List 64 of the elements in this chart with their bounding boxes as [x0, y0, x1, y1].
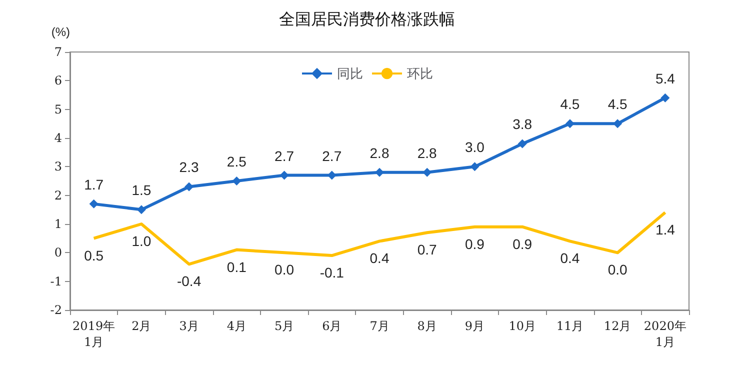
data-label: 4.5 [608, 96, 628, 112]
data-label: 0.9 [512, 236, 532, 252]
point [136, 205, 146, 214]
data-label: 4.5 [560, 96, 580, 112]
y-tick-label: -2 [50, 303, 62, 317]
point [422, 168, 432, 177]
data-label: 3.0 [464, 139, 485, 156]
point [613, 119, 622, 128]
x-tick-label: 2020年 1月 [644, 319, 686, 349]
y-tick-label: 1 [54, 217, 62, 231]
data-label: 2.8 [417, 144, 438, 161]
x-tick-label: 5月 [274, 319, 294, 333]
data-label: 0.4 [370, 250, 390, 266]
data-label: 0.0 [608, 262, 628, 278]
point [660, 93, 670, 102]
data-label: 0.0 [274, 262, 294, 278]
y-tick-label: 5 [54, 102, 62, 116]
data-label: 0.5 [84, 247, 104, 264]
x-tick-label: 3月 [179, 319, 199, 333]
legend-label: 环比 [407, 66, 433, 81]
data-label: 1.0 [132, 233, 152, 249]
y-tick-label: 3 [54, 160, 62, 174]
x-tick-label: 11月 [556, 319, 584, 333]
y-tick-label: 7 [54, 45, 62, 59]
y-tick-label: -1 [50, 274, 62, 288]
point [518, 139, 527, 148]
x-tick-label: 8月 [417, 319, 437, 333]
data-label: 2.8 [370, 144, 390, 161]
point [470, 162, 480, 172]
data-label: 2.5 [226, 154, 247, 170]
y-axis-title: (%) [51, 25, 70, 39]
x-tick-label: 2019年 1月 [72, 319, 116, 349]
data-label: 2.7 [322, 148, 342, 164]
legend-label: 同比 [337, 66, 363, 81]
x-tick-label: 6月 [322, 319, 342, 333]
point [184, 182, 194, 192]
data-label: 2.7 [274, 148, 294, 164]
y-tick-label: 4 [54, 131, 62, 145]
x-tick-label: 2月 [132, 319, 152, 333]
y-tick-label: 2 [54, 188, 62, 202]
y-tick-label: 0 [54, 246, 62, 260]
y-tick-label: 6 [54, 74, 62, 88]
data-label: 3.8 [512, 116, 532, 132]
data-label: -0.1 [320, 264, 344, 281]
data-label: 2.3 [179, 159, 199, 176]
data-label: 0.1 [226, 258, 247, 275]
point [565, 119, 574, 128]
data-label: 1.7 [84, 176, 104, 192]
x-tick-label: 4月 [226, 319, 246, 333]
point [89, 199, 98, 208]
x-tick-label: 9月 [464, 319, 485, 333]
point [375, 168, 384, 177]
x-tick-label: 10月 [508, 319, 536, 333]
data-label: 0.9 [464, 236, 485, 252]
data-label: 0.7 [417, 242, 438, 258]
x-tick-label: 12月 [604, 319, 632, 333]
x-tick-label: 7月 [370, 319, 390, 333]
data-label: 0.4 [560, 250, 580, 266]
data-label: 1.5 [132, 182, 152, 198]
data-label: 5.4 [655, 70, 676, 86]
point [232, 176, 242, 186]
data-label: 1.4 [655, 222, 676, 238]
chart-title: 全国居民消费价格涨跌幅 [279, 10, 455, 28]
data-label: -0.4 [176, 273, 202, 290]
